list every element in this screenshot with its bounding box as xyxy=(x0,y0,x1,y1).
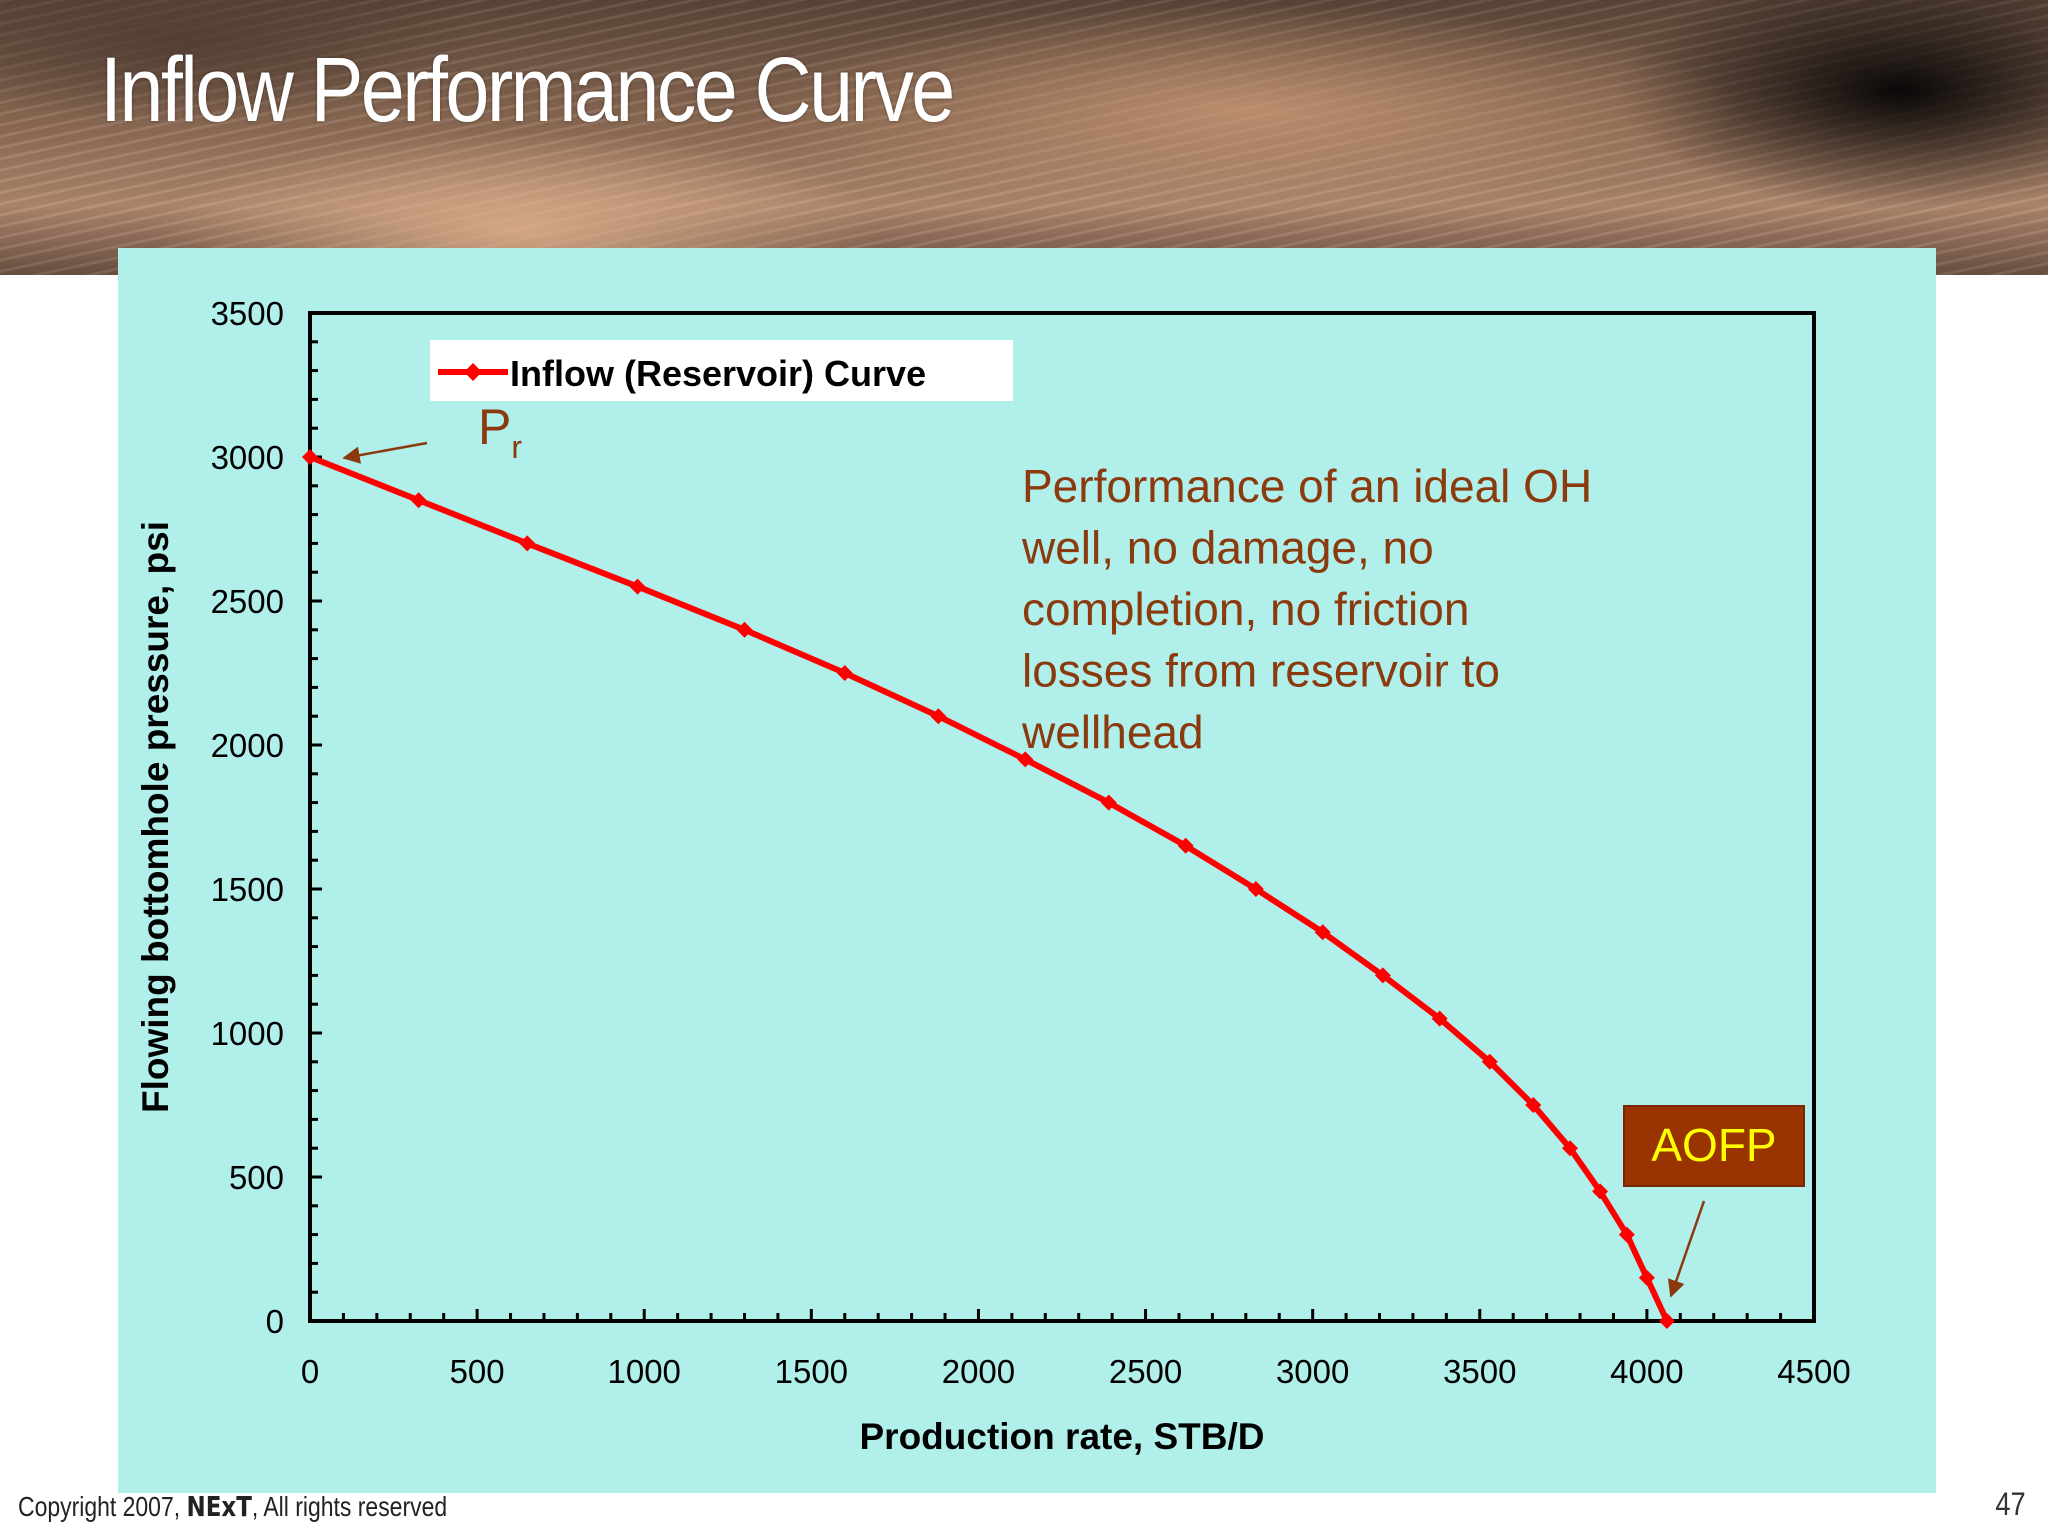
data-point xyxy=(1314,924,1331,941)
description-line: losses from reservoir to xyxy=(1022,645,1500,697)
x-tick-label: 500 xyxy=(450,1353,505,1390)
pr-arrow xyxy=(342,441,428,464)
data-point xyxy=(836,665,853,681)
data-point xyxy=(519,535,536,552)
data-point xyxy=(1431,1010,1448,1027)
y-tick-label: 2500 xyxy=(211,583,284,620)
data-point xyxy=(930,708,947,725)
x-tick-label: 1000 xyxy=(608,1353,681,1390)
aofp-arrow xyxy=(1667,1200,1706,1298)
x-tick-label: 2500 xyxy=(1109,1353,1182,1390)
inflow-performance-chart: 0 500 1000 1500 2000 2500 3000 3500 0 500 1000 1500… xyxy=(135,295,1851,1457)
page-title: Inflow Performance Curve xyxy=(100,39,955,141)
data-point xyxy=(1562,1140,1579,1157)
pr-subscript-text: r xyxy=(511,429,522,465)
description-line: wellhead xyxy=(1021,706,1204,758)
y-tick-label: 500 xyxy=(229,1159,284,1196)
x-tick-label: 1500 xyxy=(775,1353,848,1390)
legend-box xyxy=(430,340,1013,401)
data-point xyxy=(1592,1183,1609,1200)
legend-marker-sample xyxy=(464,363,482,381)
data-point xyxy=(1177,837,1194,854)
data-point xyxy=(1481,1053,1498,1070)
y-tick-label: 1500 xyxy=(211,871,284,908)
x-tick-label: 3500 xyxy=(1443,1353,1516,1390)
data-point xyxy=(1017,751,1034,768)
copyright-suffix: , All rights reserved xyxy=(251,1491,448,1522)
y-tick-label: 0 xyxy=(266,1303,284,1340)
y-axis-title: Flowing bottomhole pressure, psi xyxy=(135,521,176,1113)
x-tick-label: 2000 xyxy=(942,1353,1015,1390)
data-point xyxy=(410,492,427,509)
data-point xyxy=(1374,967,1391,984)
data-point xyxy=(1100,794,1117,811)
data-point xyxy=(1658,1313,1675,1329)
footer-copyright: Copyright 2007, NExT, All rights reserve… xyxy=(18,1490,447,1523)
data-point xyxy=(1638,1269,1655,1286)
data-point xyxy=(736,621,753,638)
x-tick-label: 3000 xyxy=(1276,1353,1349,1390)
data-point xyxy=(1525,1097,1542,1113)
next-brand-logo: NExT xyxy=(186,1490,252,1523)
y-tick-label: 3000 xyxy=(211,439,284,476)
description-line: completion, no friction xyxy=(1022,583,1469,635)
x-tick-label: 4000 xyxy=(1610,1353,1683,1390)
aofp-label: AOFP xyxy=(1651,1119,1776,1171)
y-tick-label: 3500 xyxy=(211,295,284,332)
y-tick-label: 2000 xyxy=(211,727,284,764)
page-number: 47 xyxy=(1995,1486,2026,1522)
chart-panel: 0 500 1000 1500 2000 2500 3000 3500 0 500 1000 1500… xyxy=(118,248,1936,1493)
data-point xyxy=(302,449,318,465)
pr-main-text: P xyxy=(478,399,511,455)
x-tick-label: 4500 xyxy=(1777,1353,1850,1390)
y-tick-label: 1000 xyxy=(211,1015,284,1052)
pr-annotation: Pr xyxy=(478,399,522,465)
header-banner xyxy=(0,0,2048,275)
description-line: well, no damage, no xyxy=(1021,522,1434,574)
data-point xyxy=(1247,881,1264,897)
data-point xyxy=(629,578,646,595)
description-line: Performance of an ideal OH xyxy=(1022,460,1592,512)
plot-frame xyxy=(308,311,1816,1323)
legend-label: Inflow (Reservoir) Curve xyxy=(510,353,926,394)
copyright-prefix: Copyright 2007, xyxy=(18,1491,187,1522)
data-point xyxy=(1618,1226,1635,1243)
x-axis-title: Production rate, STB/D xyxy=(860,1416,1265,1457)
aofp-box xyxy=(1623,1105,1805,1187)
x-tick-label: 0 xyxy=(301,1353,319,1390)
